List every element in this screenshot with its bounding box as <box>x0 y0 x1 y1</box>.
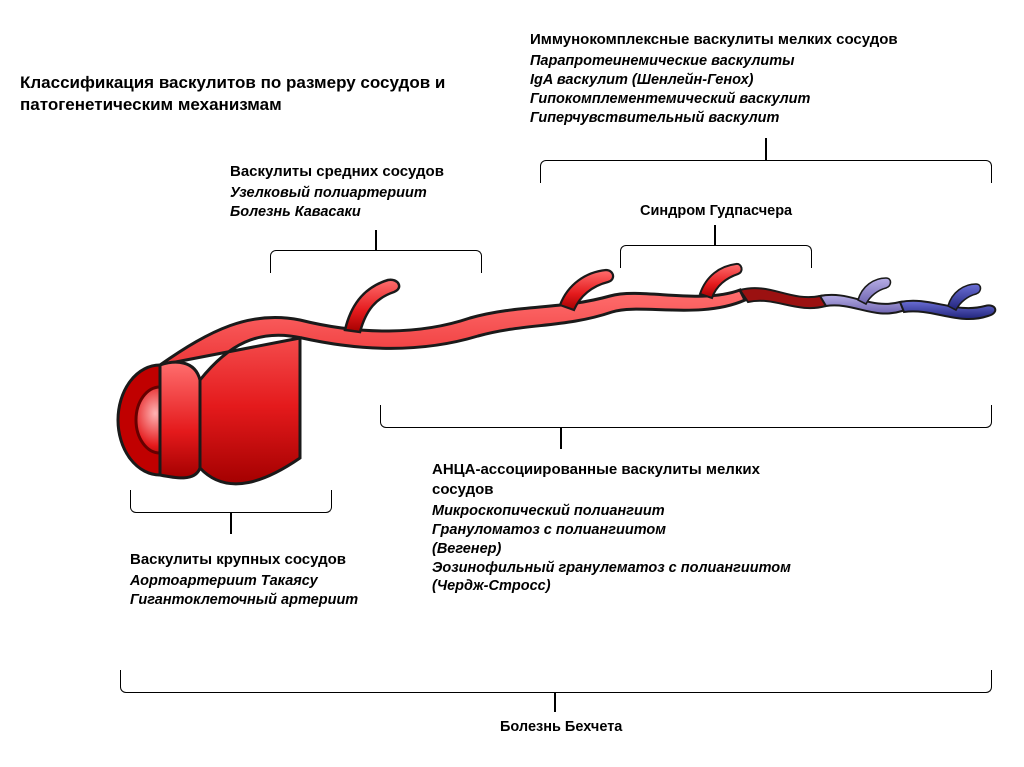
vessel-illustration <box>0 0 1024 767</box>
bracket-large <box>130 490 332 513</box>
bracket-immunocomplex <box>540 160 992 183</box>
bracket-large-tail <box>230 512 232 534</box>
bracket-anca-tail <box>560 427 562 449</box>
bracket-medium <box>270 250 482 273</box>
bracket-goodpasture-tail <box>714 225 716 245</box>
bracket-goodpasture <box>620 245 812 268</box>
bracket-immunocomplex-tail <box>765 138 767 160</box>
bracket-medium-tail <box>375 230 377 250</box>
anca-heading: АНЦА-ассоциированные васкулиты мелких со… <box>432 460 760 499</box>
diagram-canvas: Классификация васкулитов по размеру сосу… <box>0 0 1024 767</box>
large-items: Аортоартериит Такаясу Гигантоклеточный а… <box>130 572 358 610</box>
bracket-behcet-tail <box>554 692 556 712</box>
behcet-label: Болезнь Бехчета <box>500 718 622 737</box>
bracket-behcet <box>120 670 992 693</box>
large-heading: Васкулиты крупных сосудов <box>130 550 346 570</box>
bracket-anca <box>380 405 992 428</box>
anca-items: Микроскопический полиангиит Грануломатоз… <box>432 502 791 596</box>
